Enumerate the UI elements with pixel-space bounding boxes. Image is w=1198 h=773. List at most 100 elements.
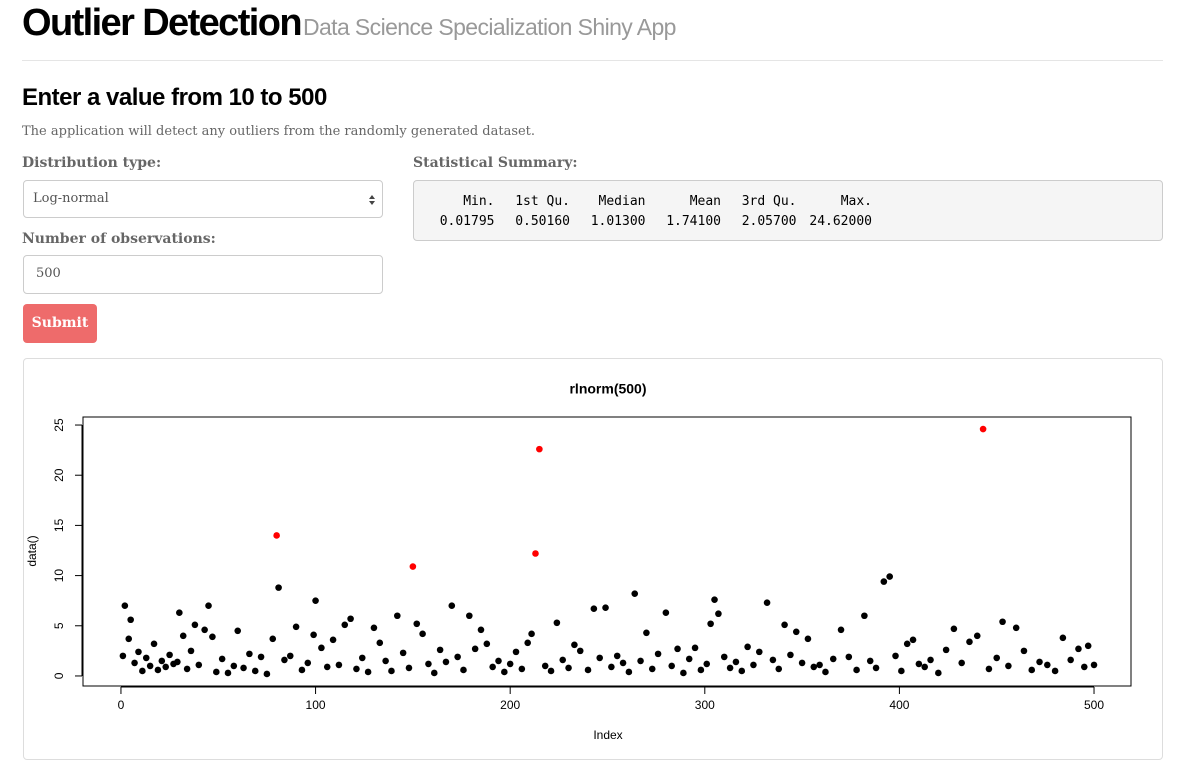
point [273, 532, 280, 539]
point [506, 660, 514, 668]
chart: rlnorm(500) Index data() 0 100 200 300 400 50… [25, 381, 1132, 742]
point [304, 659, 312, 667]
point [1005, 662, 1012, 670]
point [394, 612, 401, 620]
point [353, 665, 360, 673]
y-tick-label: 25 [52, 418, 66, 432]
point [993, 654, 1001, 662]
point [703, 660, 711, 668]
point [921, 663, 929, 671]
point [648, 665, 656, 673]
point [685, 655, 693, 663]
point [466, 612, 473, 620]
y-axis-label: data() [25, 535, 39, 566]
point [335, 661, 343, 669]
select-arrows [369, 195, 375, 205]
x-tick-label: 300 [695, 698, 715, 712]
summary-values: 0.01795 0.50160 1.01300 1.74100 2.05700 24.62… [419, 212, 1162, 232]
point [691, 644, 699, 652]
submit-button[interactable]: Submit [23, 304, 97, 343]
point [121, 602, 129, 610]
point [707, 620, 714, 628]
point [798, 659, 806, 667]
point [602, 604, 609, 612]
point [1012, 624, 1020, 632]
point [263, 670, 271, 678]
point [146, 662, 154, 670]
point [1044, 661, 1051, 669]
point [376, 639, 384, 647]
point [213, 668, 220, 676]
x-tick-label: 200 [500, 698, 520, 712]
summary-header-cell: Mean [689, 194, 721, 209]
point [536, 445, 543, 453]
summary-header: Min. 1st Qu. Median Mean 3rd Qu. Max. [419, 192, 1162, 212]
point [1028, 666, 1036, 674]
y-tick-label: 20 [52, 468, 66, 482]
point [553, 619, 561, 627]
summary-value: 0.50160 [515, 214, 570, 229]
point [1036, 658, 1043, 666]
point [1051, 667, 1059, 675]
point [816, 661, 823, 669]
point [187, 647, 195, 655]
point [512, 648, 520, 656]
title-text: Outlier Detection [22, 2, 303, 44]
point [631, 590, 639, 597]
point [409, 563, 417, 570]
point [861, 612, 868, 620]
point [792, 628, 800, 636]
summary-value: 1.74100 [666, 214, 721, 229]
summary-header-cell: 1st Qu. [515, 194, 570, 209]
point [310, 631, 317, 639]
point [886, 573, 893, 580]
point [711, 596, 718, 603]
point [866, 657, 874, 665]
point [448, 602, 456, 610]
point [292, 623, 300, 631]
description: The application will detect any outliers… [22, 124, 536, 139]
point [436, 646, 444, 654]
point [804, 635, 812, 643]
x-tick-label: 0 [118, 698, 125, 712]
point [183, 665, 191, 673]
point [162, 663, 170, 671]
point [224, 669, 232, 677]
point [179, 632, 187, 640]
point [787, 651, 794, 659]
point [430, 669, 438, 677]
point [312, 597, 319, 604]
point [829, 655, 837, 663]
point [246, 650, 253, 658]
divider [22, 60, 1163, 61]
plot-panel: rlnorm(500) Index data() 0 100 200 300 400 50… [23, 358, 1163, 760]
point [528, 630, 535, 638]
summary-header-cell: Min. [463, 194, 495, 209]
point [518, 665, 526, 673]
point [119, 652, 127, 660]
point [495, 657, 502, 665]
point [454, 653, 461, 661]
point [775, 665, 783, 673]
plot-frame [82, 416, 1132, 687]
point [958, 659, 965, 667]
point [298, 666, 306, 674]
point [880, 578, 888, 585]
point [1090, 661, 1098, 669]
summary-value: 24.62000 [809, 214, 872, 229]
point [571, 641, 578, 649]
point [460, 666, 467, 674]
point [750, 661, 757, 669]
point [125, 635, 133, 643]
point [154, 666, 162, 674]
observations-input[interactable]: 500 [23, 255, 383, 294]
point [240, 664, 247, 672]
point [576, 647, 584, 655]
point [218, 655, 226, 663]
distribution-select[interactable]: Log-normal [23, 180, 383, 218]
point [158, 657, 166, 665]
point [209, 633, 216, 641]
distribution-label: Distribution type: [22, 155, 162, 171]
point [477, 626, 485, 634]
